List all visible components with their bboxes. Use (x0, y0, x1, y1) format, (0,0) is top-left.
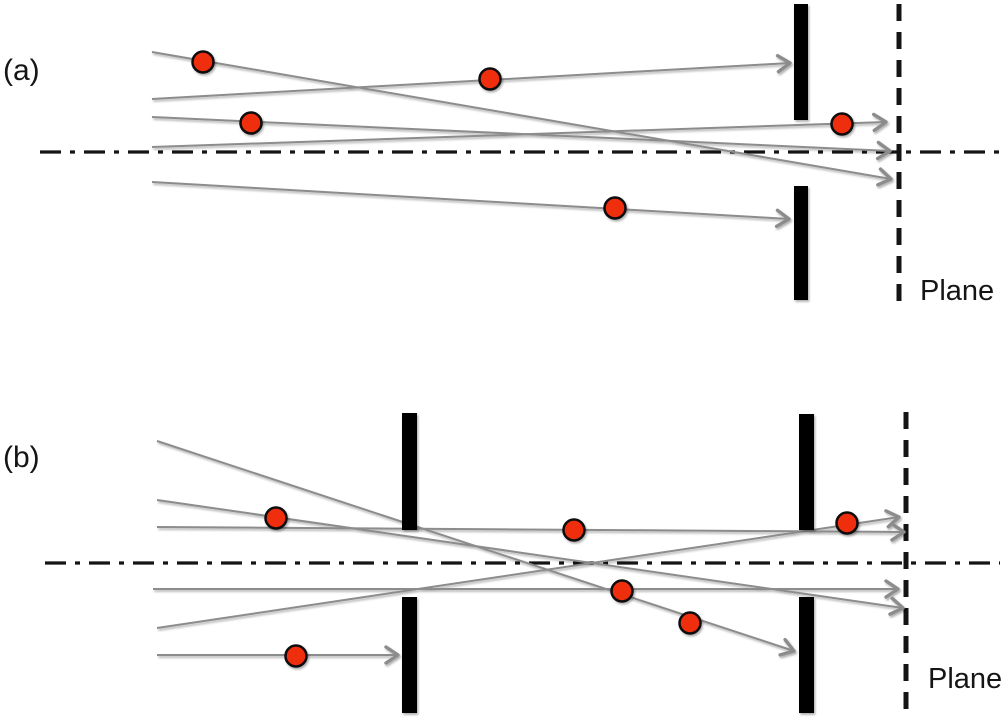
aperture-bar (794, 4, 808, 120)
particle-dot (830, 112, 854, 136)
particle-dot (835, 511, 859, 535)
plane-label-b: Plane (928, 663, 1003, 695)
ray-line (151, 112, 888, 148)
ray-line (156, 522, 906, 542)
particle-dot (678, 611, 702, 635)
aperture-bar (799, 414, 814, 530)
aperture-bar (794, 186, 808, 300)
ray-group (153, 440, 906, 665)
ray-line (151, 51, 893, 187)
aperture-bar (402, 413, 417, 530)
panel-a (40, 4, 1000, 308)
ray-line (156, 509, 901, 629)
panel-a-label: (a) (3, 54, 40, 87)
particle-dot (610, 579, 634, 603)
aperture-bar (799, 597, 814, 713)
ray-line (151, 181, 791, 228)
particle-dot (603, 196, 627, 220)
particle-dot (239, 111, 263, 135)
plane-label-a: Plane (920, 275, 995, 307)
aperture-bar (402, 597, 417, 713)
particle-dot (284, 644, 308, 668)
particle-dot (562, 518, 586, 542)
particle-dot (264, 506, 288, 530)
panel-b-label: (b) (3, 441, 40, 474)
particle-dot (478, 67, 502, 91)
ray-group (151, 51, 893, 228)
ray-line (151, 53, 792, 100)
particle-dot (191, 50, 215, 74)
panel-b (45, 412, 1000, 718)
